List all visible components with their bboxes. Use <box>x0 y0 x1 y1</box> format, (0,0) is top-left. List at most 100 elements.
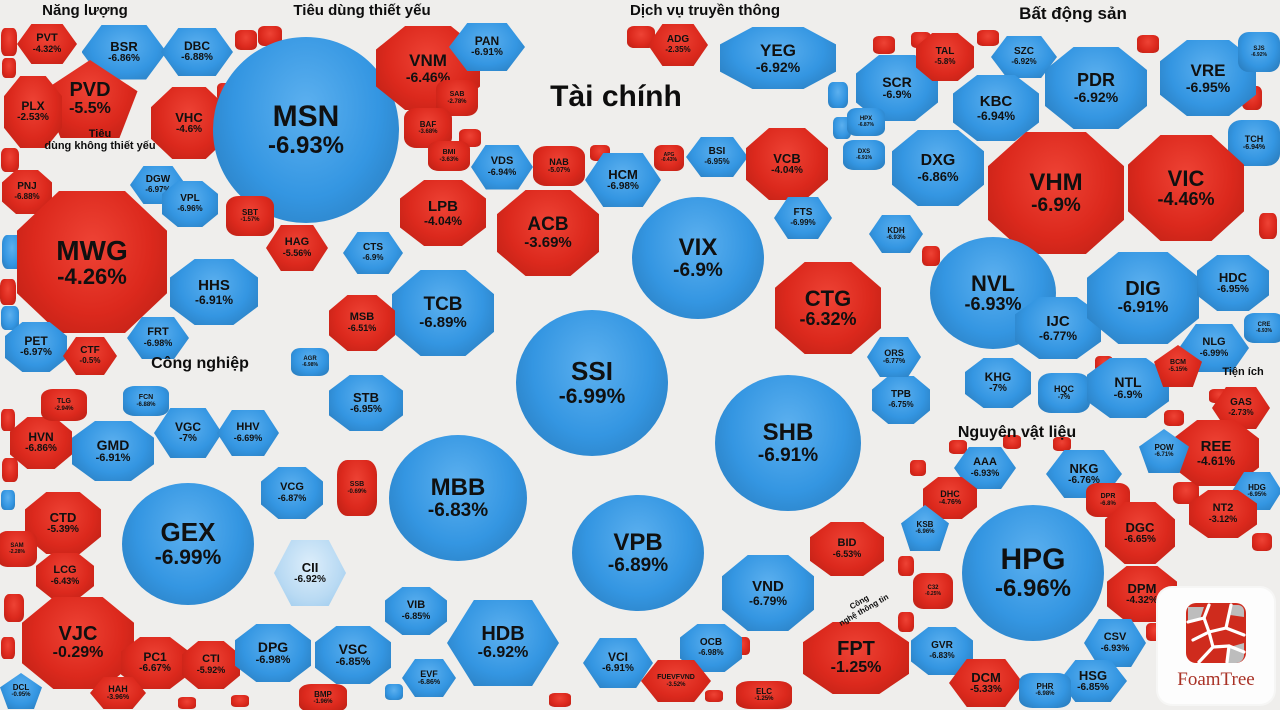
cell-small[interactable] <box>1137 35 1159 53</box>
cell-DIG[interactable]: DIG -6.91% <box>1087 252 1199 344</box>
cell-VCG[interactable]: VCG -6.87% <box>261 467 323 519</box>
cell-VSC[interactable]: VSC -6.85% <box>315 626 391 684</box>
cell-small[interactable] <box>898 556 914 576</box>
cell-small[interactable] <box>1 409 15 431</box>
cell-LPB[interactable]: LPB -4.04% <box>400 180 486 246</box>
cell-DCL[interactable]: DCL -0.95% <box>0 673 42 709</box>
cell-FPT[interactable]: FPT -1.25% <box>803 622 909 694</box>
cell-CTF[interactable]: CTF -0.5% <box>63 337 117 375</box>
cell-PHR[interactable]: PHR -6.98% <box>1019 672 1071 708</box>
cell-SJS[interactable]: SJS -6.92% <box>1238 32 1280 72</box>
cell-small[interactable] <box>1003 435 1021 449</box>
cell-HSG[interactable]: HSG -6.85% <box>1059 660 1127 702</box>
sector-label-finance[interactable]: Tài chính <box>550 80 682 113</box>
cell-CII[interactable]: CII -6.92% <box>274 540 346 606</box>
sector-label-utilities[interactable]: Tiện ích <box>1222 366 1264 378</box>
cell-TAL[interactable]: TAL -5.8% <box>916 33 974 81</box>
cell-MWG[interactable]: MWG -4.26% <box>17 191 167 333</box>
cell-LCG[interactable]: LCG -6.43% <box>36 553 94 599</box>
cell-BMI[interactable]: BMI -3.63% <box>428 141 470 171</box>
cell-HCM[interactable]: HCM -6.98% <box>585 153 661 207</box>
cell-VIX[interactable]: VIX -6.9% <box>632 197 764 319</box>
cell-MBB[interactable]: MBB -6.83% <box>389 435 527 561</box>
cell-GEX[interactable]: GEX -6.99% <box>122 483 254 605</box>
cell-TLG[interactable]: TLG -2.94% <box>41 389 87 421</box>
cell-SSI[interactable]: SSI -6.99% <box>516 310 668 456</box>
cell-HAH[interactable]: HAH -3.96% <box>90 677 146 709</box>
cell-SZC[interactable]: SZC -6.92% <box>991 36 1057 78</box>
cell-small[interactable] <box>2 458 18 482</box>
cell-small[interactable] <box>1 148 19 172</box>
cell-HPG[interactable]: HPG -6.96% <box>962 505 1104 641</box>
cell-HPX[interactable]: HPX -6.87% <box>847 108 885 136</box>
cell-small[interactable] <box>833 117 851 139</box>
cell-small[interactable] <box>2 58 16 78</box>
cell-SBT[interactable]: SBT -1.57% <box>226 196 274 236</box>
cell-CTI[interactable]: CTI -5.92% <box>182 641 240 689</box>
cell-FCN[interactable]: FCN -6.88% <box>123 386 169 416</box>
cell-EVF[interactable]: EVF -6.86% <box>402 659 456 697</box>
cell-HDB[interactable]: HDB -6.92% <box>447 600 559 686</box>
cell-small[interactable] <box>1252 533 1272 551</box>
cell-SAM[interactable]: SAM -2.28% <box>0 531 37 567</box>
cell-ELC[interactable]: ELC -1.25% <box>736 681 792 709</box>
cell-ADG[interactable]: ADG -2.35% <box>648 24 708 66</box>
cell-VPL[interactable]: VPL -6.96% <box>162 181 218 227</box>
cell-HAG[interactable]: HAG -5.56% <box>266 225 328 271</box>
cell-PVT[interactable]: PVT -4.32% <box>17 24 77 64</box>
cell-FRT[interactable]: FRT -6.98% <box>127 317 189 359</box>
cell-KDH[interactable]: KDH -6.93% <box>869 215 923 253</box>
cell-MSN[interactable]: MSN -6.93% <box>213 37 399 223</box>
cell-small[interactable] <box>1 28 17 56</box>
cell-BID[interactable]: BID -6.53% <box>810 522 884 576</box>
cell-APG[interactable]: APG -0.43% <box>654 145 684 171</box>
cell-SSB[interactable]: SSB -0.69% <box>337 460 377 516</box>
cell-small[interactable] <box>1259 213 1277 239</box>
cell-CSV[interactable]: CSV -6.93% <box>1084 619 1146 667</box>
cell-STB[interactable]: STB -6.95% <box>329 375 403 431</box>
cell-small[interactable] <box>910 460 926 476</box>
cell-VCI[interactable]: VCI -6.91% <box>583 638 653 688</box>
cell-small[interactable] <box>898 612 914 632</box>
cell-DHC[interactable]: DHC -4.76% <box>923 477 977 519</box>
cell-small[interactable] <box>1164 410 1184 426</box>
cell-HDC[interactable]: HDC -6.95% <box>1197 255 1269 311</box>
cell-small[interactable] <box>235 30 257 50</box>
cell-NAB[interactable]: NAB -5.07% <box>533 146 585 186</box>
cell-YEG[interactable]: YEG -6.92% <box>720 27 836 89</box>
cell-KHG[interactable]: KHG -7% <box>965 358 1031 408</box>
sector-label-realestate[interactable]: Bất động sản <box>1019 4 1127 23</box>
sector-label-comm[interactable]: Dịch vụ truyền thông <box>630 2 780 19</box>
sector-label-materials[interactable]: Nguyên vật liệu <box>957 424 1077 441</box>
cell-small[interactable] <box>949 440 967 454</box>
cell-small[interactable] <box>231 695 249 707</box>
cell-small[interactable] <box>705 690 723 702</box>
cell-GMD[interactable]: GMD -6.91% <box>72 421 154 481</box>
cell-BMP[interactable]: BMP -1.96% <box>299 684 347 710</box>
cell-small[interactable] <box>1 637 15 659</box>
cell-DBC[interactable]: DBC -6.88% <box>161 28 233 76</box>
cell-OCB[interactable]: OCB -6.98% <box>680 624 742 672</box>
cell-HHV[interactable]: HHV -6.69% <box>217 410 279 456</box>
cell-MSB[interactable]: MSB -6.51% <box>329 295 395 351</box>
cell-PDR[interactable]: PDR -6.92% <box>1045 47 1147 129</box>
cell-small[interactable] <box>1053 437 1071 451</box>
cell-HVN[interactable]: HVN -6.86% <box>10 417 72 469</box>
cell-CTS[interactable]: CTS -6.9% <box>343 232 403 274</box>
cell-VPB[interactable]: VPB -6.89% <box>572 495 704 611</box>
sector-label-industrial[interactable]: Công nghiệp <box>151 355 249 372</box>
cell-small[interactable] <box>1173 482 1199 504</box>
cell-DGC[interactable]: DGC -6.65% <box>1105 502 1175 564</box>
cell-VDS[interactable]: VDS -6.94% <box>471 144 533 190</box>
cell-small[interactable] <box>627 26 655 48</box>
cell-C32[interactable]: C32 -0.25% <box>913 573 953 609</box>
cell-small[interactable] <box>1 306 19 330</box>
cell-NT2[interactable]: NT2 -3.12% <box>1189 490 1257 538</box>
cell-PLX[interactable]: PLX -2.53% <box>4 76 62 148</box>
cell-NTL[interactable]: NTL -6.9% <box>1087 358 1169 418</box>
sector-label-staples[interactable]: Tiêu dùng thiết yếu <box>293 2 431 19</box>
cell-ORS[interactable]: ORS -6.77% <box>867 337 921 377</box>
cell-VCB[interactable]: VCB -4.04% <box>746 128 828 200</box>
cell-AGR[interactable]: AGR -6.98% <box>291 348 329 376</box>
cell-HQC[interactable]: HQC -7% <box>1038 373 1090 413</box>
